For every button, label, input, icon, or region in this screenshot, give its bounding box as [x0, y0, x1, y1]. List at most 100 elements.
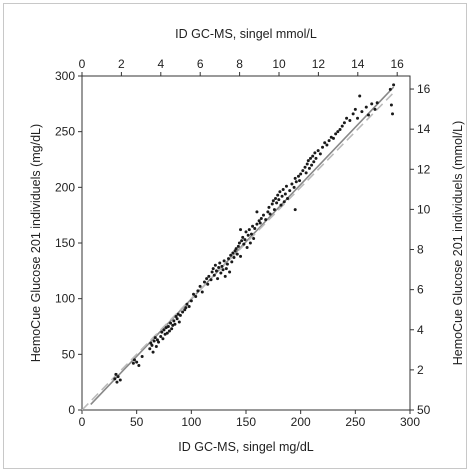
data-point [236, 244, 240, 248]
x2-tick-label: 12 [312, 57, 326, 71]
data-point [248, 241, 252, 245]
data-point [274, 196, 278, 200]
data-point [351, 112, 355, 116]
data-point [185, 302, 189, 306]
data-point [259, 217, 263, 221]
data-point [264, 218, 268, 222]
y2-axis-title: HemoCue Glucose 201 individuels (mmol/L) [451, 121, 465, 366]
data-point [301, 169, 305, 173]
x2-tick-label: 8 [236, 57, 243, 71]
data-points [113, 83, 396, 384]
data-point [233, 249, 237, 253]
data-point [200, 290, 204, 294]
data-point [252, 237, 256, 241]
data-point [282, 200, 286, 204]
data-point [174, 314, 178, 318]
data-point [266, 210, 270, 214]
data-point [388, 87, 392, 91]
data-point [131, 361, 135, 365]
data-point [280, 194, 284, 198]
data-point [239, 254, 243, 258]
data-point [209, 278, 213, 282]
data-point [305, 162, 309, 166]
chart-frame [3, 3, 467, 469]
data-point [389, 103, 393, 107]
data-point [284, 184, 288, 188]
data-point [310, 163, 314, 167]
data-point [235, 252, 239, 256]
data-point [222, 259, 226, 263]
data-point [227, 257, 231, 261]
data-point [336, 130, 340, 134]
data-point [276, 193, 280, 197]
y2-tick-label: 14 [417, 122, 431, 136]
data-point [338, 127, 342, 131]
data-point [160, 330, 164, 334]
data-point [327, 139, 331, 143]
data-point [113, 377, 117, 381]
data-point [178, 313, 182, 317]
data-point [169, 321, 173, 325]
data-point [267, 205, 271, 209]
x-tick-label: 150 [236, 415, 256, 429]
data-point [218, 261, 222, 265]
data-point [189, 299, 193, 303]
data-point [249, 232, 253, 236]
data-point [175, 317, 179, 321]
data-point [224, 267, 228, 271]
data-point [304, 171, 308, 175]
data-point [149, 341, 153, 345]
data-point [331, 136, 335, 140]
data-point [311, 154, 315, 158]
data-point [241, 235, 245, 239]
data-point [115, 380, 119, 384]
x-tick-label: 300 [400, 415, 420, 429]
data-point [153, 336, 157, 340]
data-point [187, 304, 191, 308]
x2-axis-title: ID GC-MS, singel mmol/L [175, 27, 317, 41]
data-point [303, 165, 307, 169]
data-point [340, 124, 344, 128]
x-tick-label: 100 [181, 415, 201, 429]
data-point [157, 340, 161, 344]
data-point [278, 190, 282, 194]
data-point [240, 239, 244, 243]
y-tick-label: 100 [55, 292, 75, 306]
data-point [309, 156, 313, 160]
x-tick-label: 200 [291, 415, 311, 429]
data-point [211, 267, 215, 271]
data-point [255, 222, 259, 226]
x2-axis-ticks: 0 2 4 6 8 10 12 14 16 [79, 57, 404, 76]
y2-tick-label: 50 [417, 403, 431, 417]
data-point [306, 159, 310, 163]
data-point [237, 241, 241, 245]
x2-tick-label: 0 [79, 57, 86, 71]
y2-axis-ticks: 50 2 4 6 8 10 12 14 16 [410, 82, 431, 417]
data-point [314, 156, 318, 160]
data-point [242, 242, 246, 246]
data-point [290, 182, 294, 186]
data-point [323, 141, 327, 145]
y-tick-label: 0 [68, 403, 75, 417]
data-point [325, 143, 329, 147]
data-point [151, 350, 155, 354]
y2-tick-label: 10 [417, 202, 431, 216]
data-point [116, 375, 120, 379]
data-point [221, 268, 225, 272]
data-point [202, 280, 206, 284]
x-tick-label: 0 [79, 415, 86, 429]
data-point [155, 338, 159, 342]
y2-tick-label: 6 [417, 283, 424, 297]
data-point [277, 198, 281, 202]
data-point [212, 273, 216, 277]
data-point [132, 358, 136, 362]
data-point [345, 116, 349, 120]
data-point [270, 202, 274, 206]
x-axis-ticks: 0 50 100 150 200 250 300 [79, 410, 420, 429]
data-point [251, 224, 255, 228]
data-point [292, 185, 296, 189]
data-point [166, 325, 170, 328]
data-point [114, 372, 118, 376]
data-point [225, 262, 229, 266]
data-point [255, 210, 259, 214]
